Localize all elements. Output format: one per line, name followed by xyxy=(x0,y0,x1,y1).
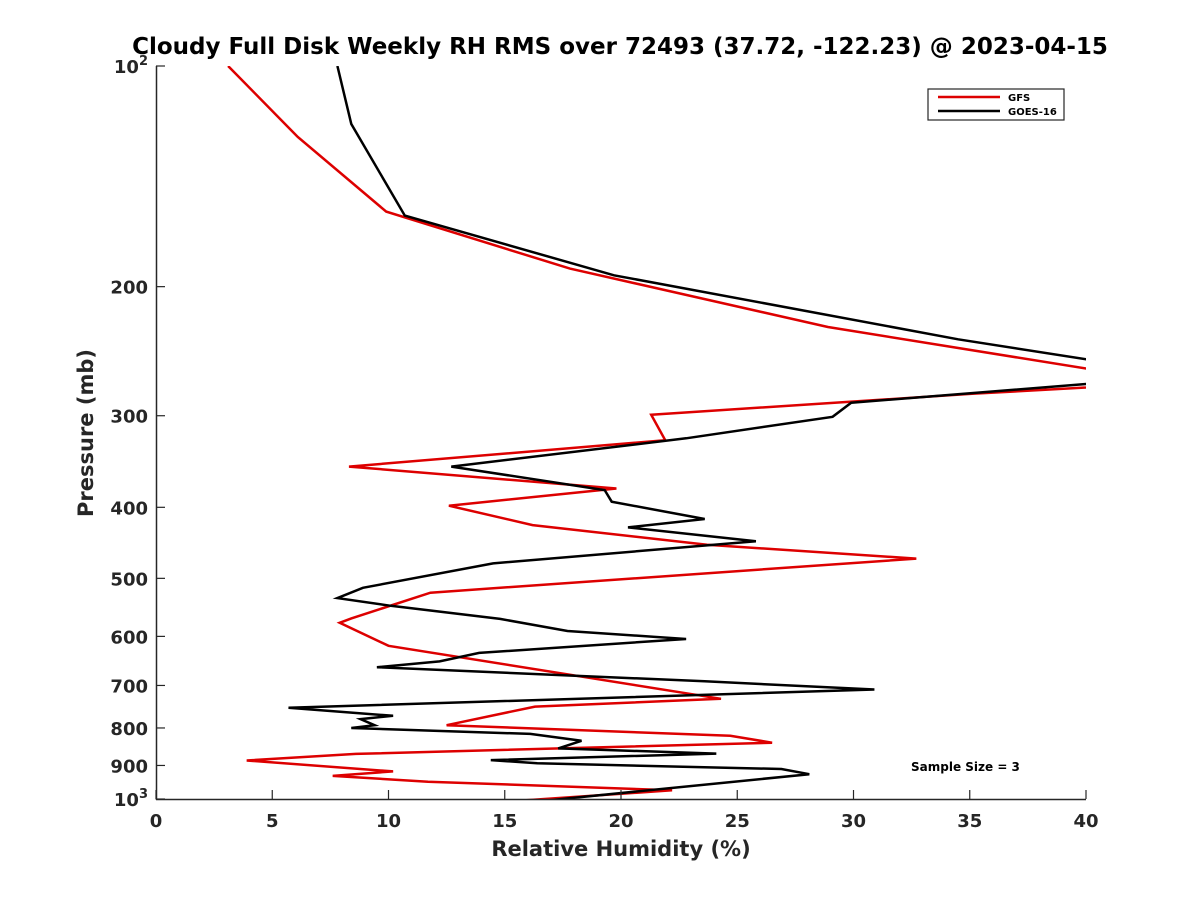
y-tick-label: 300 xyxy=(110,407,148,428)
x-tick-label: 20 xyxy=(608,811,633,832)
x-tick-label: 25 xyxy=(725,811,750,832)
sample-size-annotation: Sample Size = 3 xyxy=(911,760,1020,774)
y-tick-label: 102 xyxy=(114,54,148,78)
x-tick-label: 0 xyxy=(150,811,163,832)
x-tick-label: 10 xyxy=(376,811,401,832)
x-tick-label: 15 xyxy=(492,811,517,832)
x-tick-label: 5 xyxy=(266,811,279,832)
y-tick-label: 900 xyxy=(110,756,148,777)
x-ticks: 0 5 10 15 20 25 30 35 40 xyxy=(150,790,1099,832)
series-layer xyxy=(227,66,1086,799)
x-axis-label: Relative Humidity (%) xyxy=(491,837,750,861)
legend-label-gfs: GFS xyxy=(1008,93,1030,104)
legend-box xyxy=(927,88,1065,121)
plot-area xyxy=(156,66,1086,799)
x-tick-label: 35 xyxy=(957,811,982,832)
y-tick-label: 103 xyxy=(114,787,148,811)
legend: GFS GOES-16 xyxy=(927,88,1065,121)
y-tick-label: 600 xyxy=(110,627,148,648)
x-tick-label: 40 xyxy=(1073,811,1098,832)
x-tick-label: 30 xyxy=(841,811,866,832)
y-tick-label: 200 xyxy=(110,278,148,299)
legend-label-goes16: GOES-16 xyxy=(1008,107,1057,118)
series-line-goes16 xyxy=(288,66,1086,799)
y-tick-label: 400 xyxy=(110,498,148,519)
chart-title: Cloudy Full Disk Weekly RH RMS over 7249… xyxy=(132,34,1108,60)
y-tick-label: 500 xyxy=(110,569,148,590)
y-axis-label: Pressure (mb) xyxy=(74,349,98,517)
y-tick-label: 800 xyxy=(110,719,148,740)
series-line-gfs xyxy=(227,66,1086,799)
y-ticks: 102 200 300 400 500 600 700 800 900 103 xyxy=(110,54,165,811)
y-tick-label: 700 xyxy=(110,676,148,697)
